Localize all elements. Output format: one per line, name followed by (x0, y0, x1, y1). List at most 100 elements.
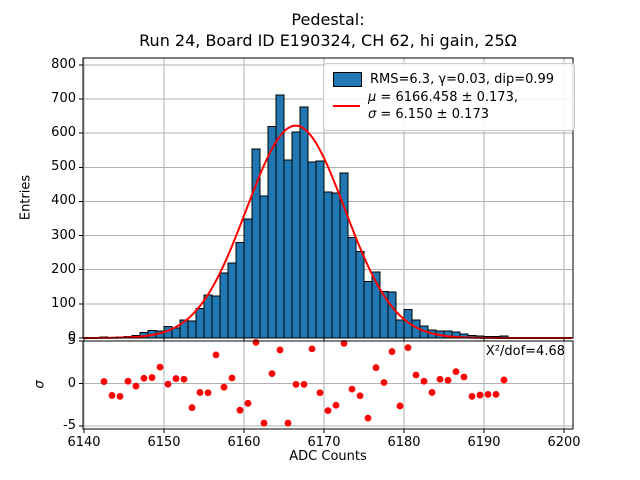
residual-point (204, 389, 212, 397)
residual-point (452, 368, 460, 376)
x-tick-label: 6170 (307, 434, 341, 450)
residual-point (476, 391, 484, 399)
sigma-value: = 6.150 ± 0.173 (376, 107, 489, 122)
residual-point (140, 374, 148, 382)
residual-points (100, 338, 508, 427)
axes-spines (82, 57, 574, 430)
residual-point (316, 389, 324, 397)
sigma-symbol: σ (368, 107, 377, 122)
main-y-tick-label: 400 (51, 193, 76, 209)
main-y-tick-label: 0 (67, 330, 76, 345)
residual-point (500, 376, 508, 384)
mu-symbol: μ (368, 90, 377, 105)
residual-point (324, 407, 332, 415)
residual-point (388, 348, 396, 355)
residual-point (468, 392, 476, 400)
legend-fit-label-line1: μ = 6166.458 ± 0.173, (368, 89, 518, 106)
histogram-bar (387, 291, 397, 339)
legend-fit-label-line2: σ = 6.150 ± 0.173 (368, 106, 518, 123)
main-y-tick-label: 600 (51, 125, 76, 141)
legend-fit-entry: μ = 6166.458 ± 0.173, σ = 6.150 ± 0.173 (333, 89, 565, 123)
residual-point (172, 375, 180, 382)
residual-point (292, 380, 300, 388)
residual-point (244, 399, 252, 407)
legend-histogram-label: RMS=6.3, γ=0.03, dip=0.99 (370, 72, 555, 87)
x-tick-label: 6140 (67, 434, 101, 450)
main-y-tick-label: 500 (51, 159, 76, 175)
histogram-bar (211, 295, 221, 339)
residual-point (356, 392, 364, 400)
residual-point (420, 377, 428, 385)
x-axis-label: ADC Counts (289, 449, 367, 464)
residual-point (132, 382, 140, 390)
histogram-bar (395, 319, 405, 339)
residual-point (260, 419, 268, 427)
residual-point (148, 374, 156, 381)
residual-point (372, 364, 380, 372)
residual-point (108, 392, 116, 399)
residual-point (228, 374, 236, 382)
histogram-bar (291, 131, 301, 339)
residual-point (348, 385, 356, 393)
residual-point (436, 375, 444, 383)
residual-point (364, 414, 372, 422)
main-y-tick-label: 200 (51, 261, 76, 277)
histogram-bar (315, 160, 325, 339)
residual-point (300, 380, 308, 388)
histogram-bar (235, 241, 245, 339)
histogram-bar (267, 126, 277, 339)
residual-point (164, 380, 172, 388)
residual-y-tick-label: 5 (67, 333, 76, 348)
residual-point (156, 363, 164, 371)
histogram-bar (283, 159, 293, 339)
residual-point (380, 379, 388, 386)
residual-point (212, 351, 220, 359)
residual-point (220, 383, 228, 391)
residual-point (284, 419, 292, 427)
legend-histogram-entry: RMS=6.3, γ=0.03, dip=0.99 (333, 71, 565, 88)
title-line-1: Pedestal: (291, 10, 365, 29)
histogram-bar (219, 272, 229, 339)
histogram-bar (307, 161, 317, 339)
figure-title: Pedestal: Run 24, Board ID E190324, CH 6… (83, 9, 573, 51)
histogram-bar (187, 320, 197, 339)
legend: RMS=6.3, γ=0.03, dip=0.99 μ = 6166.458 ±… (323, 63, 575, 131)
histogram-bar (355, 251, 365, 339)
residual-point (268, 370, 276, 378)
residual-point (484, 390, 492, 398)
chi2-annotation: X²/dof=4.68 (485, 344, 565, 359)
x-tick-label: 6180 (387, 434, 421, 450)
histogram-bar (323, 191, 333, 339)
residual-y-tick-label: 0 (67, 375, 76, 391)
residual-point (404, 344, 412, 352)
residual-point (196, 389, 204, 396)
residual-point (124, 377, 132, 385)
residual-point (332, 401, 340, 409)
main-y-tick-label: 300 (51, 227, 76, 243)
histogram-bar (347, 236, 357, 339)
histogram-bar (243, 218, 253, 339)
histogram-bar (299, 106, 309, 339)
tick-marks (79, 64, 565, 433)
residual-point (188, 404, 196, 412)
residual-point (444, 376, 452, 384)
x-tick-label: 6190 (467, 434, 501, 450)
x-tick-label: 6200 (547, 434, 581, 450)
residual-point (428, 389, 436, 396)
histogram-bar (203, 294, 213, 339)
histogram-bar (331, 192, 341, 339)
residual-point (276, 346, 284, 354)
residual-point (100, 378, 108, 385)
title-line-2: Run 24, Board ID E190324, CH 62, hi gain… (139, 31, 517, 50)
residual-y-tick-label: -5 (63, 418, 76, 434)
x-tick-label: 6150 (147, 434, 181, 450)
fit-line-swatch (333, 105, 360, 107)
mu-value: = 6166.458 ± 0.173, (376, 90, 518, 105)
residual-point (116, 392, 124, 400)
histogram-bar (259, 195, 269, 339)
residual-point (236, 406, 244, 414)
main-y-tick-label: 800 (51, 56, 76, 72)
residual-point (412, 371, 420, 379)
residual-point (396, 402, 404, 410)
